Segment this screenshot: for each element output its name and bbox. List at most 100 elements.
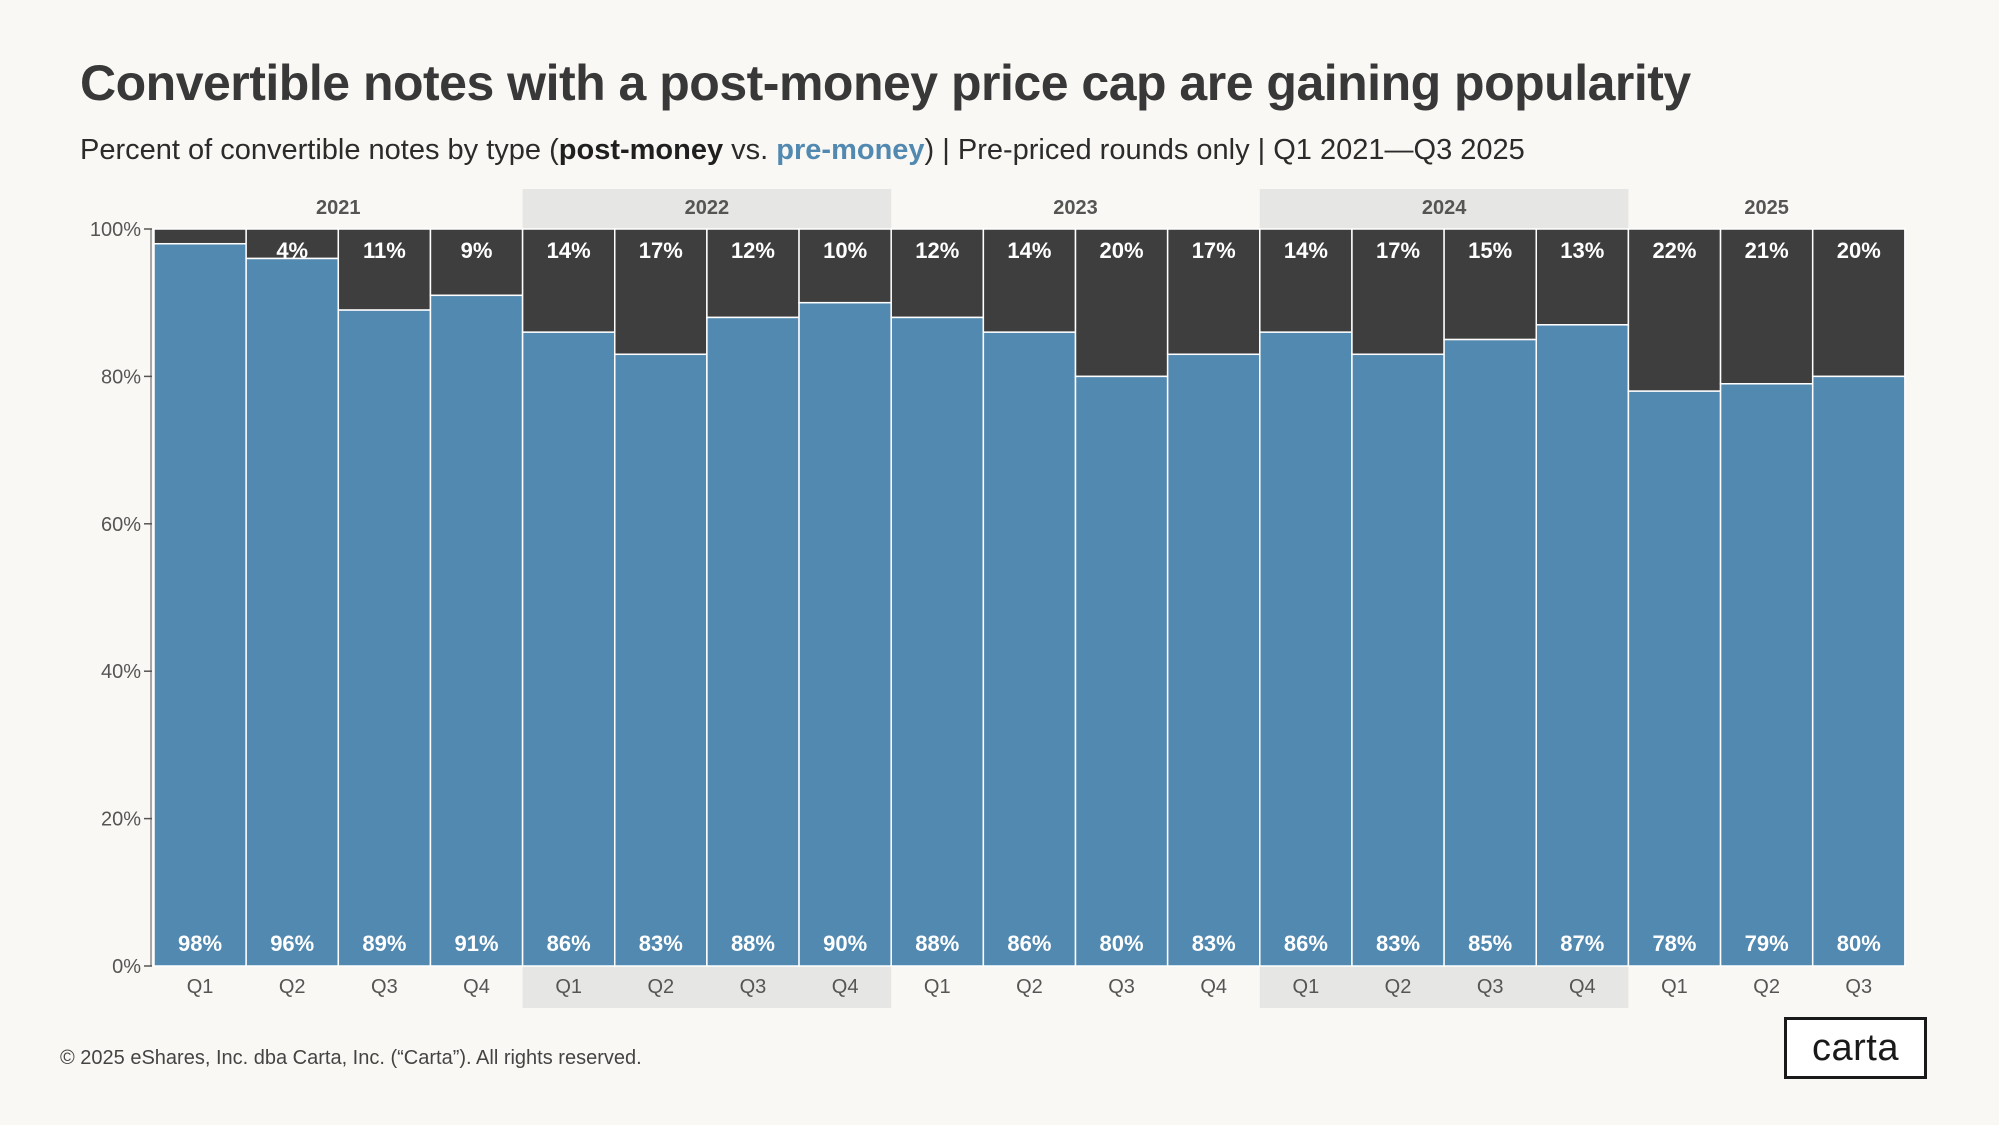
bar-post-money-5 (614, 228, 708, 356)
x-tick-label-10: Q3 (1108, 976, 1135, 998)
bar-post-money-3 (429, 228, 524, 297)
subtitle-post-money: post-money (558, 134, 724, 166)
bar-post-money-14 (1443, 228, 1537, 341)
bar-pre-money-12 (1259, 331, 1353, 967)
bar-post-money-9 (982, 228, 1077, 333)
subtitle-suffix: ) | Pre-priced rounds only | Q1 2021—Q3 … (924, 134, 1525, 166)
bar-pre-money-10 (1074, 375, 1169, 967)
bar-pre-money-15 (1535, 324, 1630, 967)
bar-post-money-10 (1074, 228, 1169, 378)
data-label-post-money-18: 20% (1837, 238, 1881, 263)
chart-subtitle: Percent of convertible notes by type (po… (80, 134, 1525, 167)
y-tick-label-80: 80% (101, 366, 141, 388)
data-label-pre-money-4: 86% (547, 931, 591, 956)
subtitle-prefix: Percent of convertible notes by type ( (80, 134, 559, 166)
data-label-pre-money-5: 83% (639, 931, 683, 956)
bar-pre-money-16 (1627, 390, 1722, 967)
data-label-pre-money-10: 80% (1100, 931, 1144, 956)
data-label-pre-money-15: 87% (1560, 931, 1604, 956)
x-tick-label-13: Q2 (1385, 976, 1412, 998)
x-tick-label-1: Q2 (279, 976, 306, 998)
chart-title: Convertible notes with a post-money pric… (80, 55, 1691, 111)
copyright-footer: © 2025 eShares, Inc. dba Carta, Inc. (“C… (60, 1047, 642, 1069)
bar-pre-money-17 (1719, 383, 1814, 967)
data-label-pre-money-17: 79% (1745, 931, 1789, 956)
data-label-pre-money-18: 80% (1837, 931, 1881, 956)
bar-post-money-6 (706, 228, 800, 319)
data-label-post-money-9: 14% (1007, 238, 1051, 263)
data-label-post-money-3: 9% (461, 238, 493, 263)
y-tick-label-100: 100% (90, 219, 141, 241)
data-label-post-money-8: 12% (915, 238, 959, 263)
x-tick-label-4: Q1 (555, 976, 582, 998)
year-band-bottom-2022 (522, 966, 892, 1008)
data-label-pre-money-8: 88% (915, 931, 959, 956)
year-band-bottom-2024 (1259, 966, 1629, 1008)
bar-post-money-4 (521, 228, 616, 333)
data-label-pre-money-12: 86% (1284, 931, 1328, 956)
x-tick-label-15: Q4 (1569, 976, 1596, 998)
bar-post-money-15 (1535, 228, 1630, 326)
data-label-pre-money-3: 91% (455, 931, 499, 956)
data-label-post-money-13: 17% (1376, 238, 1420, 263)
data-label-pre-money-0: 98% (178, 931, 222, 956)
year-label-2022: 2022 (685, 197, 730, 219)
bar-post-money-17 (1719, 228, 1814, 385)
bar-pre-money-0 (153, 242, 247, 967)
bar-pre-money-3 (429, 294, 524, 967)
bar-pre-money-11 (1166, 353, 1261, 967)
data-label-pre-money-13: 83% (1376, 931, 1420, 956)
data-label-post-money-11: 17% (1192, 238, 1236, 263)
bar-post-money-1 (245, 228, 340, 260)
year-label-2024: 2024 (1422, 197, 1467, 219)
carta-logo: carta (1784, 1017, 1927, 1079)
data-label-post-money-7: 10% (823, 238, 867, 263)
x-tick-label-17: Q2 (1753, 976, 1780, 998)
bar-pre-money-9 (982, 331, 1077, 967)
data-label-post-money-14: 15% (1468, 238, 1512, 263)
bar-post-money-0 (153, 228, 247, 245)
bar-pre-money-8 (890, 316, 985, 967)
data-label-pre-money-9: 86% (1007, 931, 1051, 956)
bar-pre-money-1 (245, 257, 340, 967)
x-tick-label-3: Q4 (463, 976, 490, 998)
data-label-post-money-5: 17% (639, 238, 683, 263)
bar-pre-money-6 (706, 316, 800, 967)
y-tick-label-20: 20% (101, 809, 141, 831)
data-label-post-money-6: 12% (731, 238, 775, 263)
x-tick-label-12: Q1 (1293, 976, 1320, 998)
data-label-post-money-15: 13% (1560, 238, 1604, 263)
bar-post-money-13 (1351, 228, 1445, 356)
data-label-post-money-2: 11% (363, 238, 406, 263)
year-band-top-2024 (1259, 189, 1629, 229)
data-label-pre-money-1: 96% (270, 931, 314, 956)
x-tick-label-18: Q3 (1845, 976, 1872, 998)
year-label-2025: 2025 (1744, 197, 1789, 219)
x-tick-label-11: Q4 (1200, 976, 1227, 998)
y-tick-label-60: 60% (101, 514, 141, 536)
data-label-post-money-12: 14% (1284, 238, 1328, 263)
y-tick-label-0: 0% (112, 956, 141, 978)
x-tick-label-9: Q2 (1016, 976, 1043, 998)
data-label-pre-money-16: 78% (1652, 931, 1696, 956)
data-label-post-money-17: 21% (1745, 238, 1789, 263)
year-label-2023: 2023 (1053, 197, 1098, 219)
x-tick-label-5: Q2 (647, 976, 674, 998)
bar-pre-money-5 (614, 353, 708, 967)
bar-pre-money-7 (798, 301, 892, 967)
data-label-pre-money-6: 88% (731, 931, 775, 956)
bar-post-money-12 (1259, 228, 1353, 333)
subtitle-vs: vs. (723, 134, 777, 166)
x-tick-label-6: Q3 (740, 976, 767, 998)
y-tick-label-40: 40% (101, 661, 141, 683)
year-label-2021: 2021 (316, 197, 361, 219)
data-label-post-money-16: 22% (1652, 238, 1696, 263)
data-label-pre-money-7: 90% (823, 931, 867, 956)
x-tick-label-16: Q1 (1661, 976, 1688, 998)
year-band-top-2022 (522, 189, 892, 229)
x-tick-label-8: Q1 (924, 976, 951, 998)
data-label-pre-money-11: 83% (1192, 931, 1236, 956)
bar-pre-money-14 (1443, 338, 1537, 967)
x-tick-label-7: Q4 (832, 976, 859, 998)
